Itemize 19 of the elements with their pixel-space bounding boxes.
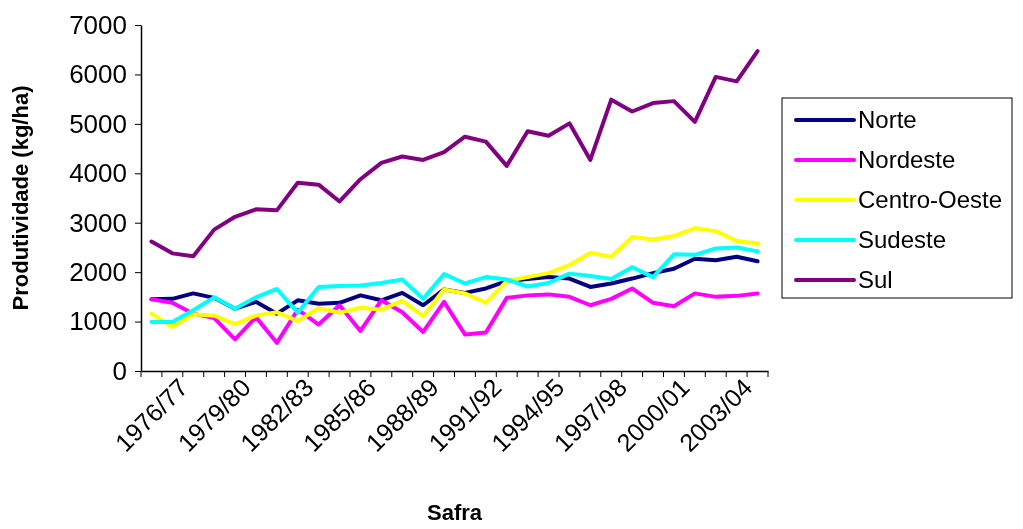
legend-label: Norte: [858, 106, 917, 134]
y-tick-label: 5000: [69, 108, 127, 139]
line-series: [149, 226, 760, 330]
y-tick-label: 6000: [69, 59, 127, 90]
y-tick-label: 4000: [69, 158, 127, 189]
line-series: [149, 286, 760, 345]
legend-label: Sul: [858, 266, 893, 294]
y-tick-label: 2000: [69, 256, 127, 287]
y-tick-label: 7000: [69, 9, 127, 40]
legend-label: Sudeste: [858, 226, 947, 254]
y-axis-title: Produtividade (kg/ha): [8, 85, 33, 311]
legend-label: Nordeste: [858, 146, 956, 174]
y-tick-label: 1000: [69, 306, 127, 337]
y-tick-label: 3000: [69, 207, 127, 238]
legend-label: Centro-Oeste: [858, 186, 1003, 214]
x-axis-title: Safra: [426, 500, 483, 525]
y-tick-label: 0: [112, 355, 127, 386]
line-series: [149, 245, 760, 325]
line-series: [149, 49, 760, 259]
